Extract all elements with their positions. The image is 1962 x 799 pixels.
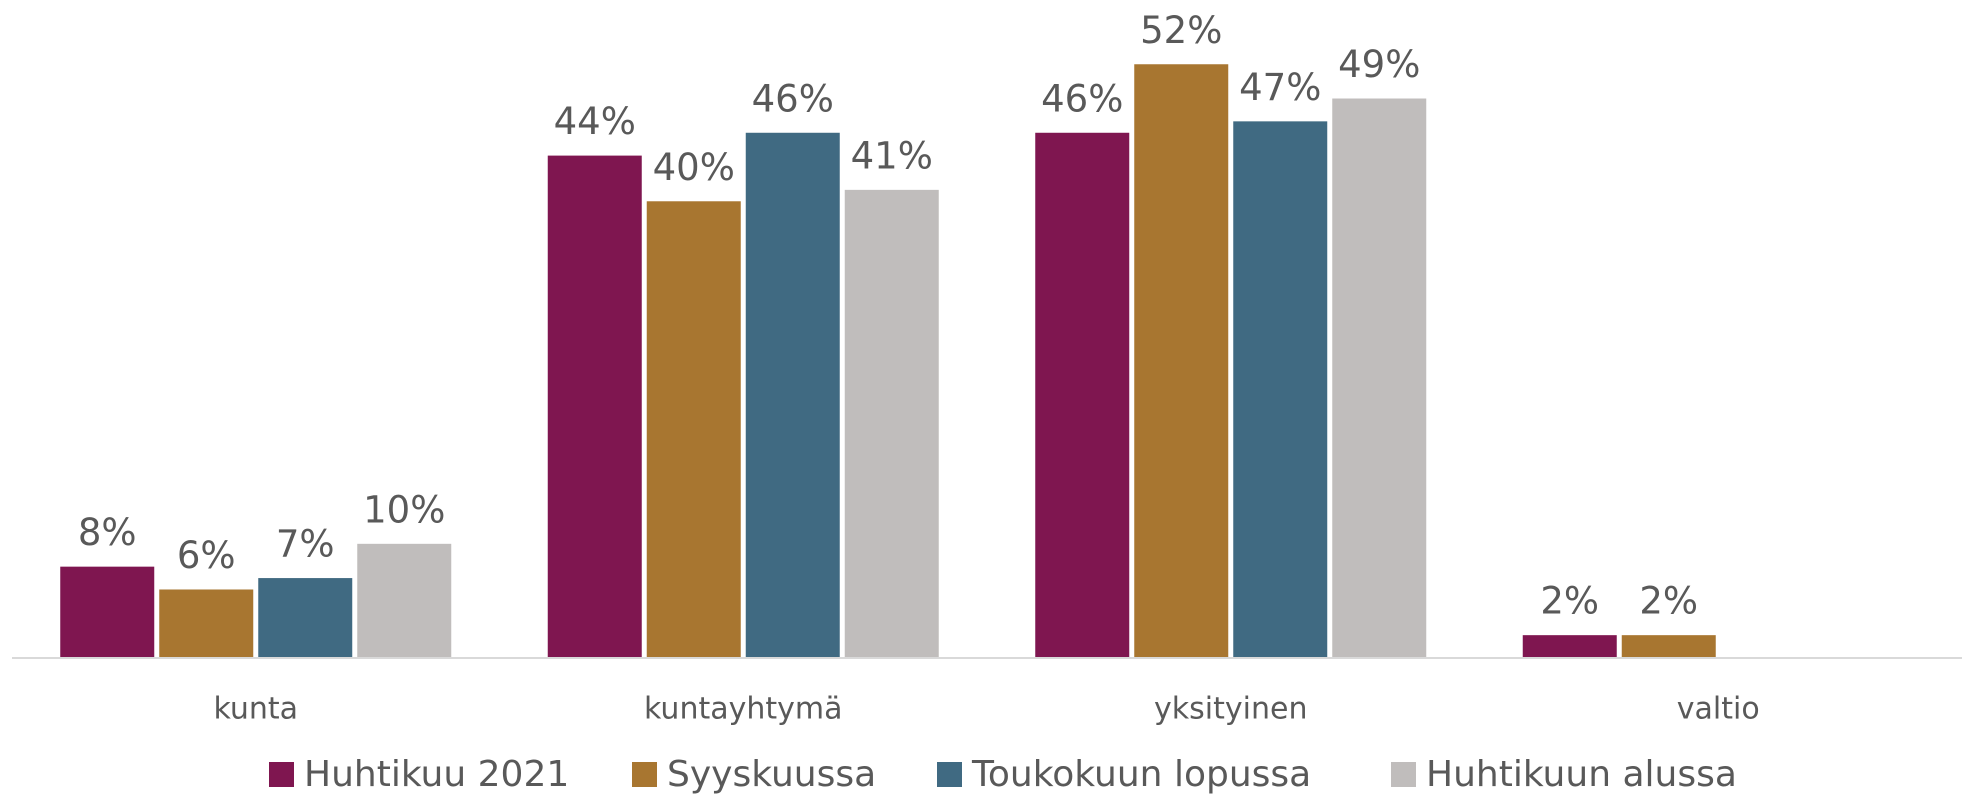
data-label: 49%	[1338, 43, 1420, 86]
legend-label: Huhtikuun alussa	[1426, 754, 1737, 795]
legend-label: Syyskuussa	[667, 754, 876, 795]
legend-swatch	[937, 762, 962, 787]
data-label: 7%	[276, 523, 335, 566]
data-label: 40%	[653, 146, 735, 189]
legend-swatch	[269, 762, 294, 787]
x-tick-label: kunta	[213, 692, 298, 727]
data-label: 47%	[1239, 66, 1321, 109]
bar	[1134, 64, 1229, 659]
bar	[357, 543, 452, 658]
data-label: 46%	[1041, 77, 1123, 120]
x-tick-label: valtio	[1677, 692, 1760, 727]
data-label: 41%	[851, 134, 933, 177]
bar	[60, 566, 155, 658]
bar	[1233, 121, 1328, 658]
legend-label: Toukokuun lopussa	[971, 754, 1311, 795]
bar	[646, 201, 741, 659]
bar	[547, 155, 642, 658]
bar	[844, 189, 939, 658]
x-tick-label: yksityinen	[1154, 692, 1307, 727]
bar	[258, 578, 353, 658]
legend-swatch	[632, 762, 657, 787]
legend-label: Huhtikuu 2021	[304, 754, 569, 795]
bar	[745, 132, 840, 658]
data-label: 10%	[363, 488, 445, 531]
data-label: 46%	[752, 77, 834, 120]
bar	[1035, 132, 1130, 658]
bar	[159, 589, 254, 658]
bar	[1621, 635, 1716, 658]
data-label: 6%	[177, 534, 236, 577]
data-label: 8%	[78, 511, 137, 554]
bar	[1522, 635, 1617, 658]
data-label: 52%	[1140, 9, 1222, 52]
x-tick-label: kuntayhtymä	[644, 692, 843, 727]
bar	[1332, 98, 1427, 658]
data-label: 2%	[1540, 580, 1599, 623]
data-label: 44%	[554, 100, 636, 143]
data-label: 2%	[1639, 580, 1698, 623]
legend-swatch	[1391, 762, 1416, 787]
